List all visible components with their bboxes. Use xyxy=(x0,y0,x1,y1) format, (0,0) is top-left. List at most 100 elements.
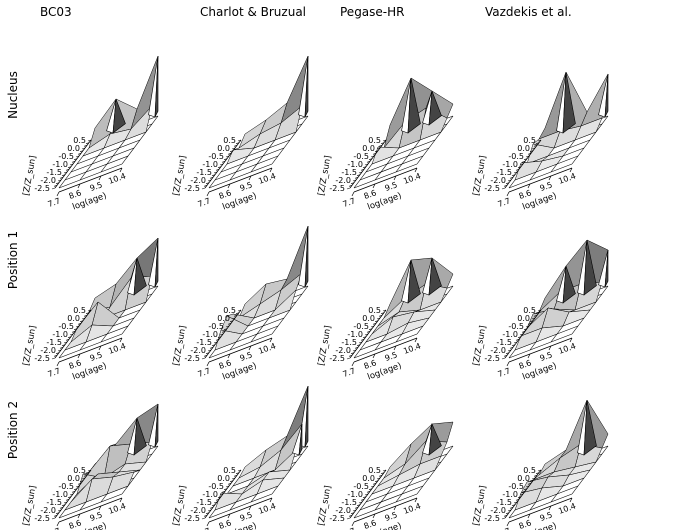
y-tick-label: -1.5 xyxy=(341,168,357,177)
x-tick-label: 7.7 xyxy=(342,526,357,530)
y-tick-mark xyxy=(209,177,214,179)
y-tick-mark xyxy=(229,320,234,322)
x-tick-label: 10.4 xyxy=(402,171,422,186)
y-tick-mark xyxy=(380,312,385,314)
x-axis-line xyxy=(208,497,273,523)
floor-grid-line xyxy=(121,285,159,335)
y-tick-label: -1.0 xyxy=(347,330,363,339)
y-tick-mark xyxy=(537,309,542,312)
y-tick-mark xyxy=(223,158,228,160)
y-tick-mark xyxy=(71,161,76,163)
y-tick-mark xyxy=(519,493,524,496)
x-tick-mark xyxy=(227,183,231,189)
y-tick-mark xyxy=(378,315,383,317)
y-tick-mark xyxy=(75,155,80,158)
x-tick-mark xyxy=(414,497,418,503)
y-tick-mark xyxy=(521,331,526,333)
y-tick-mark xyxy=(231,147,236,150)
x-tick-mark xyxy=(548,175,552,181)
floor-grid-line xyxy=(571,115,609,165)
y-tick-label: -2.0 xyxy=(335,176,351,185)
y-tick-mark xyxy=(87,469,92,472)
x-tick-label: 10.4 xyxy=(257,501,277,516)
surface-panel: 7.78.69.510.4log(age)0.50.0-0.5-1.0-1.5-… xyxy=(172,55,309,212)
x-tick-mark xyxy=(569,167,573,173)
x-tick-mark xyxy=(372,353,376,359)
y-tick-label: -1.0 xyxy=(502,330,518,339)
x-tick-label: 8.6 xyxy=(68,188,83,201)
y-tick-label: -2.0 xyxy=(335,506,351,515)
y-tick-mark xyxy=(358,171,363,174)
surface-peak xyxy=(133,417,147,456)
y-tick-label: 0.5 xyxy=(523,136,536,145)
y-tick-mark xyxy=(57,179,62,182)
x-tick-mark xyxy=(119,337,123,343)
y-tick-mark xyxy=(513,341,518,344)
y-tick-mark xyxy=(352,349,357,352)
y-tick-label: -2.5 xyxy=(184,354,200,363)
y-tick-mark xyxy=(356,504,361,506)
y-tick-mark xyxy=(53,515,58,517)
y-tick-label: -1.0 xyxy=(202,490,218,499)
x-tick-mark xyxy=(548,345,552,351)
y-tick-mark xyxy=(83,315,88,317)
floor-grid-line xyxy=(365,147,430,173)
y-tick-mark xyxy=(237,469,242,472)
y-tick-label: 0.5 xyxy=(368,136,381,145)
surface-panel: 7.78.69.510.4log(age)0.50.0-0.5-1.0-1.5-… xyxy=(172,225,309,382)
y-tick-label: -1.0 xyxy=(52,160,68,169)
y-tick-label: 0.0 xyxy=(517,144,530,153)
y-tick-mark xyxy=(221,161,226,163)
y-tick-mark xyxy=(535,312,540,314)
y-tick-label: -0.5 xyxy=(58,152,74,161)
y-tick-label: 0.0 xyxy=(67,314,80,323)
y-tick-mark xyxy=(523,158,528,160)
y-tick-mark xyxy=(55,182,60,184)
x-tick-label: 7.7 xyxy=(47,366,62,379)
floor-grid-line xyxy=(359,485,424,511)
y-tick-mark xyxy=(366,161,371,163)
x-axis-line xyxy=(353,167,418,193)
surface-peak xyxy=(407,77,421,134)
y-tick-mark xyxy=(227,153,232,155)
y-tick-mark xyxy=(370,325,375,328)
x-tick-label: 8.6 xyxy=(218,358,233,371)
y-tick-label: -1.0 xyxy=(202,160,218,169)
y-tick-mark xyxy=(346,357,351,360)
y-tick-label: -0.5 xyxy=(353,482,369,491)
x-tick-mark xyxy=(351,361,355,367)
x-tick-mark xyxy=(569,497,573,503)
y-tick-mark xyxy=(229,150,234,152)
x-tick-label: 10.4 xyxy=(557,341,577,356)
x-tick-label: 9.5 xyxy=(539,180,554,193)
y-tick-mark xyxy=(205,352,210,354)
x-tick-mark xyxy=(414,167,418,173)
y-tick-mark xyxy=(348,185,353,187)
y-tick-mark xyxy=(348,355,353,357)
y-tick-label: -2.0 xyxy=(40,506,56,515)
y-tick-mark xyxy=(537,469,542,472)
surface-peak xyxy=(133,257,147,296)
y-tick-label: -2.5 xyxy=(184,514,200,523)
x-tick-label: 9.5 xyxy=(239,180,254,193)
y-tick-mark xyxy=(205,512,210,514)
x-tick-mark xyxy=(527,353,531,359)
y-tick-mark xyxy=(515,339,520,341)
surface-panel: 7.78.69.510.4log(age)0.50.0-0.5-1.0-1.5-… xyxy=(172,385,309,530)
y-tick-label: -2.5 xyxy=(329,514,345,523)
y-tick-label: -2.5 xyxy=(329,354,345,363)
y-tick-mark xyxy=(380,142,385,144)
x-tick-label: 10.4 xyxy=(557,171,577,186)
y-tick-label: -1.0 xyxy=(202,330,218,339)
y-tick-mark xyxy=(525,485,530,488)
column-title: Charlot & Bruzual xyxy=(200,5,306,19)
y-tick-label: -1.5 xyxy=(46,338,62,347)
y-tick-mark xyxy=(368,488,373,490)
y-tick-mark xyxy=(231,477,236,480)
y-tick-mark xyxy=(346,187,351,190)
y-tick-mark xyxy=(219,163,224,166)
x-tick-mark xyxy=(227,353,231,359)
floor-grid-line xyxy=(271,115,309,165)
x-tick-label: 7.7 xyxy=(197,196,212,209)
x-tick-mark xyxy=(506,361,510,367)
